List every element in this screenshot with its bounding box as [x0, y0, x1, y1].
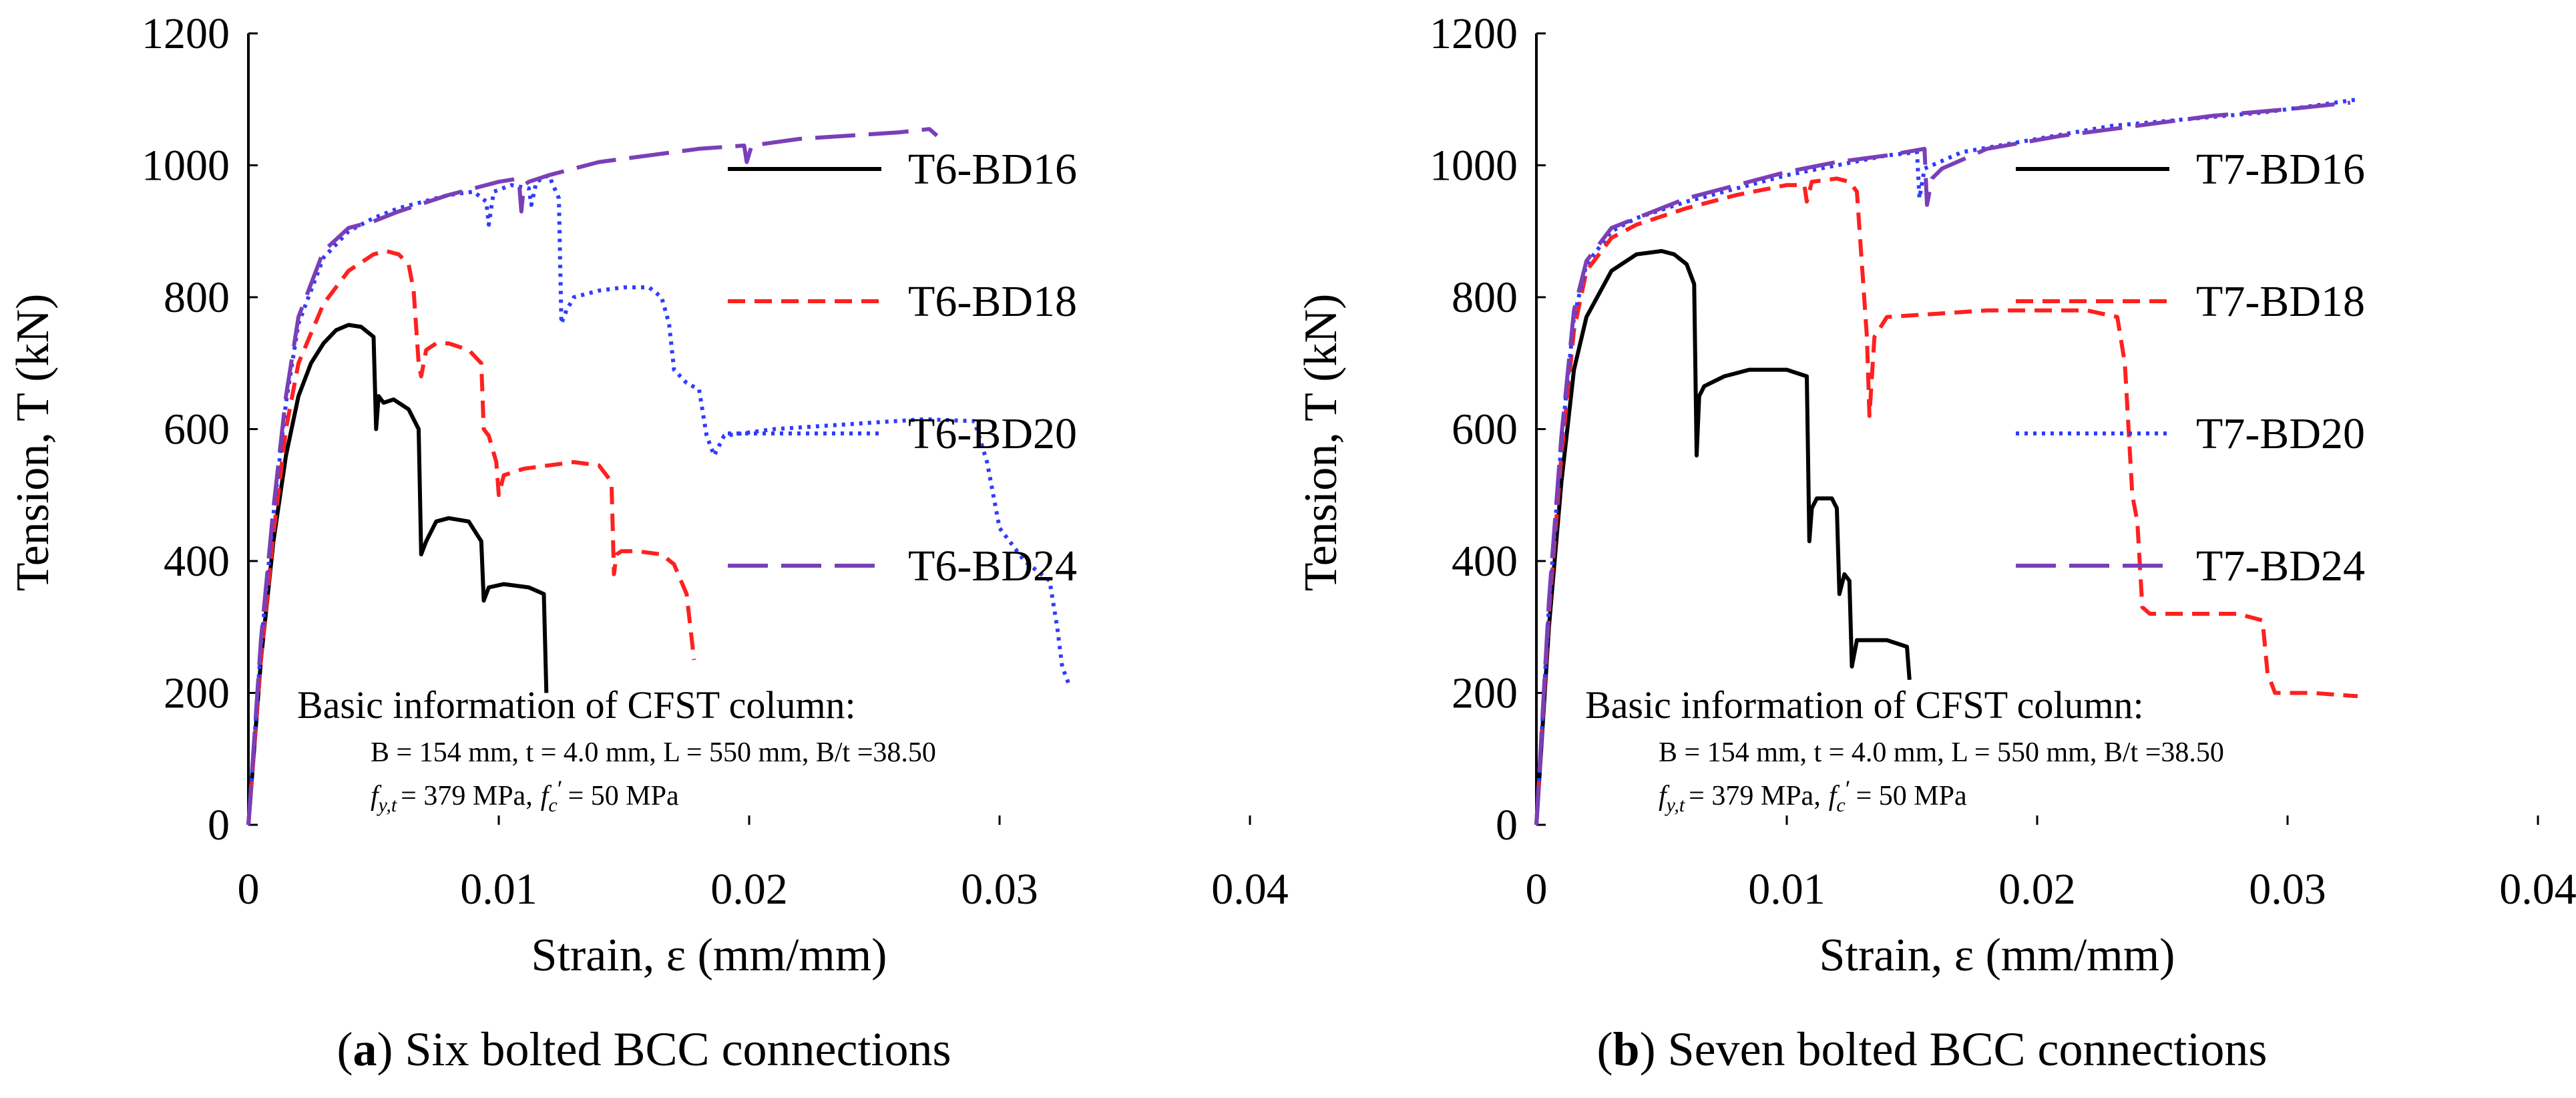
info-material: fy,t = 379 MPa, fc′ = 50 MPa [1659, 775, 1967, 816]
y-tick-label: 800 [164, 273, 230, 322]
info-fy-value: = 379 MPa, [1689, 781, 1821, 811]
legend-label-t7-bd18: T7-BD18 [2196, 277, 2365, 326]
x-axis-title: Strain, ε (mm/mm) [531, 930, 887, 981]
y-tick-label: 800 [1452, 273, 1518, 322]
info-geometry: B = 154 mm, t = 4.0 mm, L = 550 mm, B/t … [371, 737, 936, 768]
legend-label-t6-bd18: T6-BD18 [908, 277, 1077, 326]
chart-a-svg: 0 200 400 600 800 1000 1200 0 0.01 0.02 0.03 0.04 St… [7, 9, 1289, 981]
info-fc-prime-mark: ′ [558, 775, 563, 802]
series-line-t6-bd20 [246, 173, 1072, 826]
legend-label-t7-bd20: T7-BD20 [2196, 409, 2365, 458]
caption-a: (a) Six bolted BCC connections [337, 1023, 951, 1076]
info-material: fy,t = 379 MPa, fc′ = 50 MPa [371, 775, 679, 816]
y-axis-title: Tension, T (kN) [7, 294, 59, 592]
y-tick-label: 200 [164, 669, 230, 718]
caption-a-text: Six bolted BCC connections [405, 1023, 951, 1076]
y-tick-label: 600 [164, 405, 230, 454]
x-tick-label: 0.01 [460, 865, 538, 914]
y-tick-label: 1200 [1430, 9, 1518, 58]
y-tick-label: 0 [1496, 801, 1518, 850]
caption-a-letter: a [353, 1023, 377, 1076]
info-fc-value: = 50 MPa [1856, 781, 1967, 811]
info-fc-prime-mark: ′ [1846, 775, 1851, 802]
info-fc-subscript: c [548, 794, 557, 816]
y-tick-label: 200 [1452, 669, 1518, 718]
series-line-t7-bd18 [1534, 176, 2358, 826]
series-line-t7-bd20 [1534, 97, 2358, 826]
x-tick-label: 0.02 [710, 865, 788, 914]
series-line-t7-bd24 [1534, 100, 2351, 826]
info-title: Basic information of CFST column: [297, 683, 856, 727]
y-tick-label: 0 [208, 801, 230, 850]
info-fc-value: = 50 MPa [568, 781, 679, 811]
info-fc-subscript: c [1836, 794, 1845, 816]
x-tick-label: 0.03 [961, 865, 1038, 914]
x-tick-label: 0.02 [1998, 865, 2076, 914]
chart-panel-a: 0 200 400 600 800 1000 1200 0 0.01 0.02 0.03 0.04 St… [7, 9, 1289, 1076]
x-tick-label: 0 [1526, 865, 1548, 914]
y-tick-label: 600 [1452, 405, 1518, 454]
legend-label-t6-bd24: T6-BD24 [908, 542, 1077, 590]
chart-panel-b: 0 200 400 600 800 1000 1200 0 0.01 0.02 0.03 0.04 St… [1288, 0, 2576, 1098]
x-tick-label: 0.04 [2499, 865, 2576, 914]
caption-b: (b) Seven bolted BCC connections [1596, 1023, 2268, 1076]
y-tick-label: 1000 [142, 142, 230, 190]
y-tick-label: 1200 [142, 9, 230, 58]
legend-label-t6-bd16: T6-BD16 [908, 145, 1077, 194]
series-line-t7-bd16 [1534, 248, 1912, 826]
y-tick-label: 400 [1452, 537, 1518, 586]
series-line-t6-bd18 [246, 248, 696, 826]
legend-label-t7-bd24: T7-BD24 [2196, 542, 2365, 590]
series-line-t6-bd16 [246, 323, 549, 826]
info-geometry: B = 154 mm, t = 4.0 mm, L = 550 mm, B/t … [1659, 737, 2224, 768]
info-fy-subscript: y,t [377, 794, 397, 816]
info-fy-subscript: y,t [1665, 794, 1685, 816]
caption-b-text: Seven bolted BCC connections [1667, 1023, 2268, 1076]
caption-b-letter: b [1613, 1023, 1640, 1076]
x-tick-label: 0.03 [2249, 865, 2326, 914]
chart-b-svg: 0 200 400 600 800 1000 1200 0 0.01 0.02 0.03 0.04 St… [1295, 9, 2576, 981]
y-axis-title: Tension, T (kN) [1295, 294, 1347, 592]
x-tick-label: 0.04 [1211, 865, 1289, 914]
legend-label-t6-bd20: T6-BD20 [908, 409, 1077, 458]
info-title: Basic information of CFST column: [1585, 683, 2144, 727]
y-tick-label: 400 [164, 537, 230, 586]
legend-label-t7-bd16: T7-BD16 [2196, 145, 2365, 194]
x-axis-title: Strain, ε (mm/mm) [1819, 930, 2175, 981]
info-fy-value: = 379 MPa, [401, 781, 533, 811]
y-tick-label: 1000 [1430, 142, 1518, 190]
x-tick-label: 0 [238, 865, 260, 914]
series-line-t6-bd24 [246, 127, 939, 826]
x-tick-label: 0.01 [1748, 865, 1826, 914]
